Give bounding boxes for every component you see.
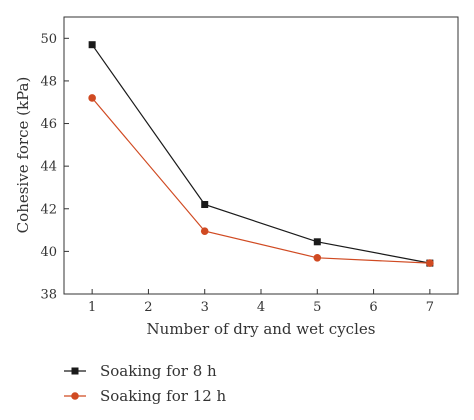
y-tick-label-44: 44 <box>40 160 57 175</box>
y-axis-title: Cohesive force (kPa) <box>14 77 32 234</box>
series-1-point-7 <box>426 259 434 267</box>
series-1-point-3 <box>200 227 209 235</box>
legend-item-12h: Soaking for 12 h <box>64 387 227 405</box>
series-line-1 <box>91 97 430 264</box>
x-tick-label-1: 1 <box>88 300 96 315</box>
legend: Soaking for 8 h Soaking for 12 h <box>64 362 227 405</box>
series-1-point-1 <box>88 94 96 102</box>
x-tick-label-4: 4 <box>257 300 265 315</box>
x-tick-label-7: 7 <box>426 300 434 315</box>
plot-frame <box>63 16 459 295</box>
series-line-0 <box>91 44 431 264</box>
x-tick-label-2: 2 <box>144 300 152 315</box>
x-tick-label-6: 6 <box>369 300 377 315</box>
y-tick-label-50: 50 <box>40 32 57 47</box>
y-axis-ticks: 38 40 42 44 46 48 50 <box>40 32 69 303</box>
series-1-point-5 <box>313 253 322 262</box>
series-0-point-3 <box>201 201 209 209</box>
y-tick-label-42: 42 <box>40 202 57 217</box>
series-0-point-5 <box>313 238 321 246</box>
series-0-point-1 <box>88 41 96 49</box>
y-tick-label-46: 46 <box>40 117 57 132</box>
legend-marker-square <box>71 367 79 375</box>
y-tick-label-40: 40 <box>40 245 57 260</box>
legend-marker-circle <box>71 392 79 400</box>
y-tick-label-38: 38 <box>40 288 57 303</box>
y-tick-label-48: 48 <box>40 74 57 89</box>
x-tick-label-3: 3 <box>201 300 209 315</box>
legend-item-8h: Soaking for 8 h <box>64 362 217 380</box>
x-axis-ticks: 1 2 3 4 5 6 7 <box>88 289 434 315</box>
legend-label-12h: Soaking for 12 h <box>100 387 227 405</box>
x-tick-label-5: 5 <box>313 300 321 315</box>
series-layer <box>88 41 434 267</box>
x-axis-title: Number of dry and wet cycles <box>147 320 376 338</box>
legend-label-8h: Soaking for 8 h <box>100 362 217 380</box>
